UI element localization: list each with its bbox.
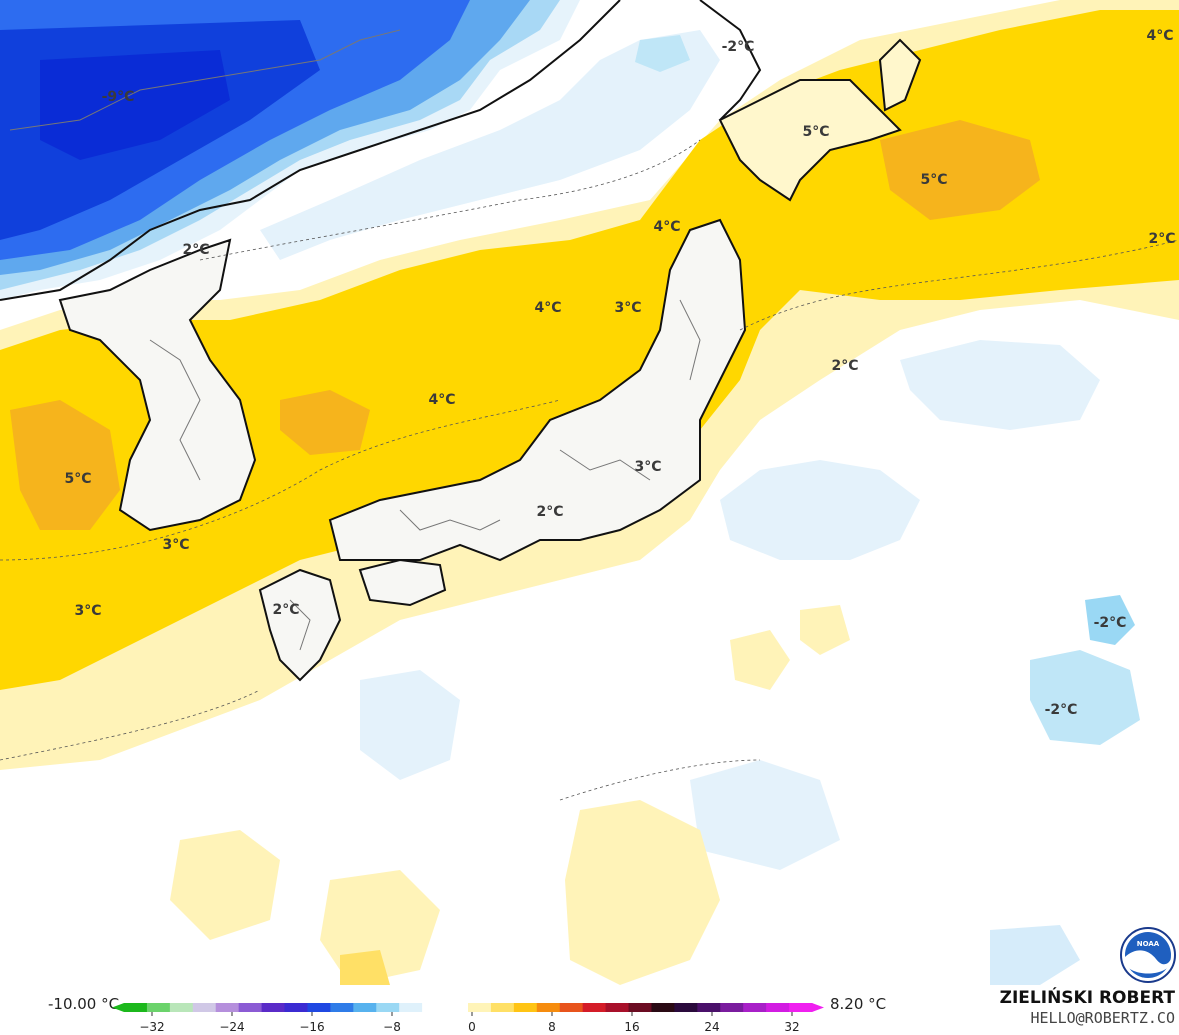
noaa-logo-text: NOAA xyxy=(1137,940,1160,948)
legend-swatch xyxy=(490,1003,515,1012)
noaa-logo: NOAA xyxy=(1120,927,1176,983)
legend-swatch xyxy=(422,1003,446,1012)
legend-swatch xyxy=(215,1003,240,1012)
legend-arrow-right xyxy=(812,1003,824,1012)
legend-swatch xyxy=(468,1003,492,1012)
temp-label: 2°C xyxy=(1148,231,1175,247)
legend-min-label: -10.00 °C xyxy=(48,995,120,1013)
color-legend: -10.00 °C −32 −24 −16 −8 0 8 16 24 32 8.20 °C ZI… xyxy=(0,987,1179,1035)
legend-swatch xyxy=(651,1003,675,1012)
temp-label: 4°C xyxy=(1146,28,1173,44)
temp-label: -2°C xyxy=(722,39,755,55)
legend-swatch xyxy=(513,1003,538,1012)
temperature-anomaly-map: -9°C -2°C 4°C 5°C 5°C 2°C 2°C 4°C 3°C 2°… xyxy=(0,0,1179,987)
temperature-labels: -9°C -2°C 4°C 5°C 5°C 2°C 2°C 4°C 3°C 2°… xyxy=(64,28,1175,718)
legend-swatch xyxy=(192,1003,217,1012)
legend-swatch xyxy=(261,1003,286,1012)
south-warm-patches xyxy=(170,605,850,985)
legend-swatch xyxy=(330,1003,354,1012)
legend-swatch xyxy=(697,1003,721,1012)
temp-label: -2°C xyxy=(1094,615,1127,631)
temp-label: 3°C xyxy=(162,537,189,553)
temp-label: 5°C xyxy=(802,124,829,140)
temp-label: 3°C xyxy=(74,603,101,619)
legend-swatch xyxy=(766,1003,790,1012)
legend-swatch xyxy=(720,1003,744,1012)
legend-tick-label: −8 xyxy=(383,1020,401,1034)
temp-label: -9°C xyxy=(102,89,135,105)
legend-swatch xyxy=(536,1003,561,1012)
contour-lines xyxy=(0,139,1179,801)
temp-label: 3°C xyxy=(614,300,641,316)
legend-swatch xyxy=(445,1003,469,1012)
temp-label: 5°C xyxy=(64,471,91,487)
legend-swatch xyxy=(743,1003,767,1012)
legend-swatch xyxy=(353,1003,377,1012)
land-outlines xyxy=(0,0,922,682)
legend-tick-label: 32 xyxy=(784,1020,799,1034)
legend-swatch xyxy=(169,1003,194,1012)
legend-arrow-left xyxy=(112,1003,124,1012)
legend-swatch xyxy=(582,1003,607,1012)
legend-tick-label: −16 xyxy=(299,1020,324,1034)
temp-label: 3°C xyxy=(634,459,661,475)
temp-label: 2°C xyxy=(182,242,209,258)
legend-swatch xyxy=(284,1003,308,1012)
legend-swatch xyxy=(307,1003,331,1012)
legend-swatch xyxy=(674,1003,698,1012)
temp-label: -2°C xyxy=(1045,702,1078,718)
legend-swatch xyxy=(146,1003,171,1012)
legend-colorbar: −32 −24 −16 −8 0 8 16 24 32 xyxy=(112,1003,824,1034)
temp-label: 2°C xyxy=(536,504,563,520)
cool-band xyxy=(260,30,720,260)
temp-label: 4°C xyxy=(428,392,455,408)
legend-swatch xyxy=(789,1003,813,1012)
temp-label: 5°C xyxy=(920,172,947,188)
legend-swatch xyxy=(399,1003,423,1012)
legend-swatch xyxy=(628,1003,652,1012)
legend-tick-label: 16 xyxy=(624,1020,639,1034)
credit-email: HELLO@ROBERTZ.CO xyxy=(1030,1009,1176,1027)
cold-region xyxy=(0,0,580,300)
temp-label: 4°C xyxy=(653,219,680,235)
legend-tick-label: −24 xyxy=(219,1020,244,1034)
legend-tick-label: 24 xyxy=(704,1020,719,1034)
cool-patches xyxy=(360,35,1140,985)
legend-tick-label: −32 xyxy=(139,1020,164,1034)
legend-max-label: 8.20 °C xyxy=(830,995,887,1013)
legend-swatch xyxy=(605,1003,630,1012)
legend-ramp xyxy=(112,1003,824,1012)
legend-swatch xyxy=(376,1003,400,1012)
legend-ticks: −32 −24 −16 −8 0 8 16 24 32 xyxy=(139,1012,800,1034)
temp-label: 4°C xyxy=(534,300,561,316)
temp-label: 2°C xyxy=(272,602,299,618)
credit-name: ZIELIŃSKI ROBERT xyxy=(999,988,1175,1008)
admin-borders xyxy=(9,29,701,651)
legend-tick-label: 8 xyxy=(548,1020,556,1034)
legend-tick-label: 0 xyxy=(468,1020,476,1034)
legend-swatch xyxy=(124,1003,148,1012)
temp-label: 2°C xyxy=(831,358,858,374)
legend-swatch xyxy=(559,1003,584,1012)
legend-swatch xyxy=(238,1003,263,1012)
